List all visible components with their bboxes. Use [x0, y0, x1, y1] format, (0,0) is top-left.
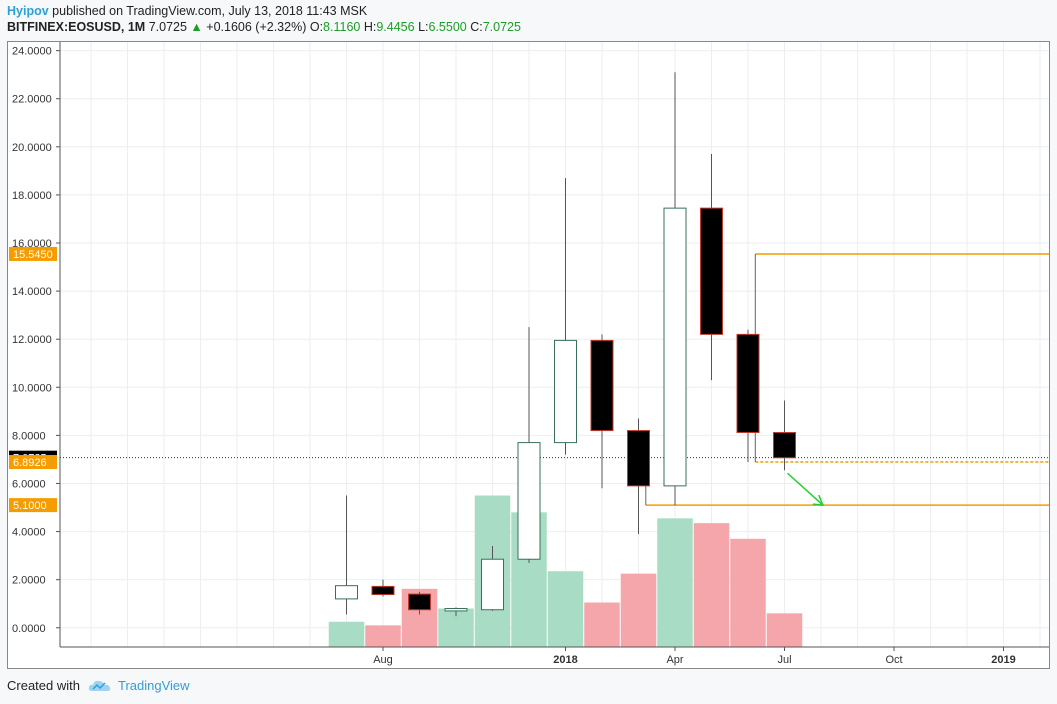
price-label: 6.8926 [13, 457, 47, 469]
x-tick-label: 2018 [553, 654, 577, 666]
candlesticks [335, 72, 796, 617]
candle-up [517, 442, 541, 560]
x-tick-label: Jul [777, 654, 791, 666]
price-label: 5.1000 [13, 500, 47, 512]
price-label-bg [9, 246, 57, 261]
y-tick-label: 10.0000 [12, 382, 52, 394]
volume-bars [328, 495, 803, 647]
x-tick-label: 2019 [991, 654, 1015, 666]
grid-lines [60, 41, 1050, 647]
low-label: L: [418, 20, 429, 34]
y-tick-label: 2.0000 [12, 575, 46, 587]
tradingview-brand[interactable]: TradingView [117, 678, 190, 693]
price-chart[interactable]: 24.000022.000020.000018.000016.000014.00… [7, 41, 1050, 669]
candle-down [408, 593, 431, 611]
candle-up [554, 339, 577, 444]
price-change: +0.1606 (+2.32%) [206, 20, 307, 34]
price-label-bg [9, 498, 57, 513]
high-label: H: [363, 20, 377, 34]
published-text: published on TradingView.com, July 13, 2… [52, 4, 368, 18]
volume-bar [365, 625, 401, 647]
y-tick-label: 18.0000 [12, 190, 52, 202]
y-axis-labels: 24.000022.000020.000018.000016.000014.00… [12, 46, 60, 635]
last-price: 7.0725 [148, 20, 187, 34]
y-tick-label: 22.0000 [12, 94, 52, 106]
created-with-text: Created with [7, 678, 80, 693]
price-label-bg [9, 455, 57, 470]
arrow-shaft [786, 472, 824, 506]
volume-bar [620, 573, 657, 647]
candle-up [481, 558, 504, 611]
x-tick-label: Aug [373, 654, 393, 666]
open-label: O: [309, 20, 324, 34]
tradingview-cloud-icon [88, 680, 111, 691]
volume-bar [584, 602, 620, 647]
volume-bar [547, 571, 584, 647]
author-name[interactable]: Hyipov [7, 4, 49, 18]
candle-down [627, 430, 650, 487]
y-tick-label: 4.0000 [12, 527, 46, 539]
chart-border [7, 41, 1050, 669]
candle-down [736, 333, 760, 433]
candle-down [590, 339, 614, 432]
up-arrow-icon: ▲ [190, 20, 203, 34]
volume-bar [693, 523, 730, 647]
volume-bar [766, 613, 803, 647]
candle-up [335, 585, 358, 600]
x-axis-labels: Aug 2018 Apr Jul Oct 2019 [373, 647, 1016, 666]
symbol-label: BITFINEX:EOSUSD, 1M [7, 20, 146, 34]
arrow-head [812, 494, 824, 506]
candle-down [700, 207, 723, 335]
open-value: 8.1160 [323, 20, 361, 34]
candle-down [371, 585, 395, 596]
footer: Created with TradingView [7, 678, 190, 693]
x-tick-label: Apr [666, 654, 683, 666]
candle-up [444, 608, 468, 612]
volume-bar [657, 518, 693, 647]
y-tick-label: 14.0000 [12, 286, 52, 298]
y-tick-label: 0.0000 [12, 623, 46, 635]
y-tick-label: 24.0000 [12, 46, 52, 58]
axes [7, 41, 1050, 669]
y-tick-label: 6.0000 [12, 478, 46, 490]
candle-down [773, 431, 796, 459]
low-value: 6.5500 [428, 20, 467, 34]
y-tick-label: 8.0000 [12, 430, 46, 442]
price-label: 15.5450 [13, 249, 53, 261]
close-label: C: [470, 20, 483, 34]
x-tick-label: Oct [885, 654, 902, 666]
chart-header: Hyipov published on TradingView.com, Jul… [7, 3, 1047, 35]
level-lines [60, 253, 1050, 506]
volume-bar [328, 621, 365, 647]
trend-arrow [786, 472, 824, 506]
y-tick-label: 20.0000 [12, 142, 52, 154]
close-value: 7.0725 [482, 20, 521, 34]
candle-up [663, 207, 687, 487]
high-value: 9.4456 [376, 20, 415, 34]
y-tick-label: 12.0000 [12, 334, 52, 346]
volume-bar [730, 538, 766, 647]
